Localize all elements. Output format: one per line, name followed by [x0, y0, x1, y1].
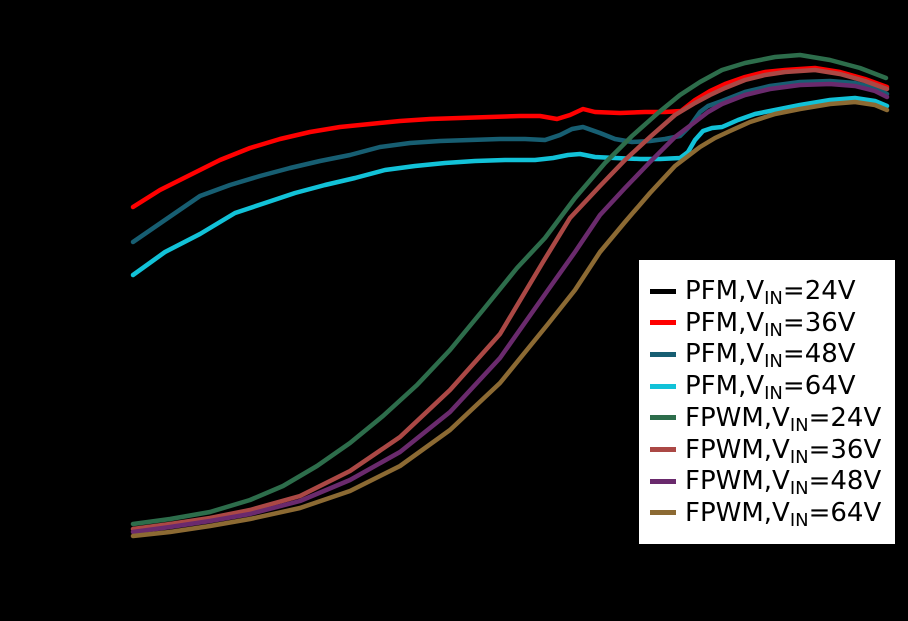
- legend-swatch-icon: [650, 510, 676, 516]
- legend-row-PFM-VIN-36V: PFM,VIN=36V: [639, 307, 895, 339]
- legend-box: PFM,VIN=24V PFM,VIN=36V PFM,VIN=48V PFM,VIN…: [637, 258, 897, 546]
- legend-label: FPWM,VIN=24V: [685, 402, 882, 436]
- legend-row-FPWM-VIN-24V: FPWM,VIN=24V: [639, 402, 895, 434]
- legend-swatch-icon: [650, 415, 676, 421]
- legend-row-PFM-VIN-24V: PFM,VIN=24V: [639, 275, 895, 310]
- legend-label: PFM,VIN=48V: [685, 339, 856, 373]
- legend-swatch-icon: [650, 447, 676, 453]
- series-line-PFM-VIN-36V: [130, 65, 890, 210]
- legend-swatch-icon: [650, 351, 676, 357]
- series-line-FPWM-VIN-64V: [130, 99, 890, 539]
- series-line-FPWM-VIN-36V: [130, 67, 890, 532]
- legend-label: PFM,VIN=24V: [685, 276, 856, 310]
- legend-swatch-icon: [650, 478, 676, 484]
- legend-label: FPWM,VIN=36V: [685, 434, 882, 468]
- legend-swatch-icon: [650, 383, 676, 389]
- legend-row-PFM-VIN-64V: PFM,VIN=64V: [639, 370, 895, 405]
- legend-label: PFM,VIN=36V: [685, 307, 856, 341]
- legend-label: FPWM,VIN=48V: [685, 466, 882, 500]
- legend-row-FPWM-VIN-64V: FPWM,VIN=64V: [639, 497, 895, 529]
- series-line-FPWM-VIN-24V: [130, 52, 889, 527]
- series-line-PFM-VIN-24V: [130, 53, 889, 195]
- legend-label: FPWM,VIN=64V: [685, 497, 882, 531]
- legend-row-PFM-VIN-48V: PFM,VIN=48V: [639, 339, 895, 371]
- series-line-PFM-VIN-48V: [130, 78, 890, 245]
- legend-label: PFM,VIN=64V: [685, 371, 856, 405]
- series-line-FPWM-VIN-48V: [130, 81, 890, 535]
- legend-swatch-icon: [650, 320, 676, 326]
- series-line-PFM-VIN-64V: [130, 95, 890, 278]
- legend-row-FPWM-VIN-48V: FPWM,VIN=48V: [639, 465, 895, 500]
- legend-row-FPWM-VIN-36V: FPWM,VIN=36V: [639, 434, 895, 466]
- legend-swatch-icon: [650, 288, 676, 294]
